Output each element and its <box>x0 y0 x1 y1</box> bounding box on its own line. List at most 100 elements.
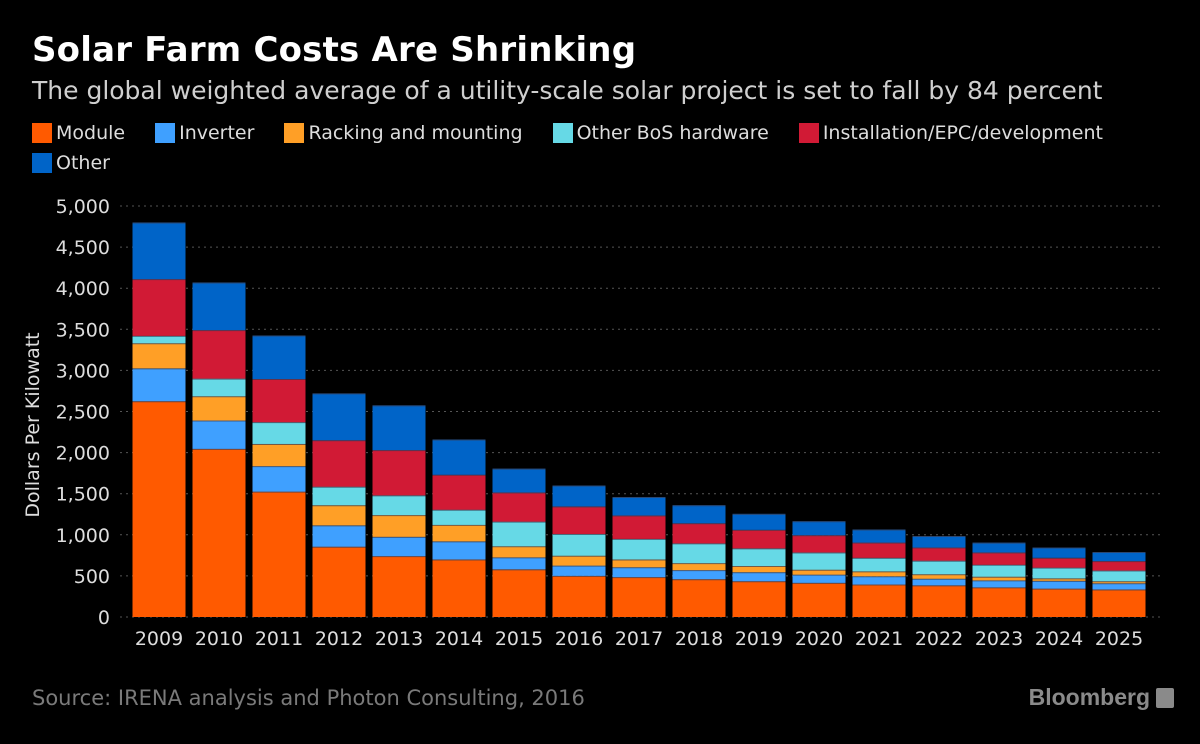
bar-segment-racking-and-mounting-2019 <box>732 566 786 573</box>
legend: Module Inverter Racking and mounting Other … <box>32 122 1172 174</box>
bar-segment-racking-and-mounting-2016 <box>552 555 606 566</box>
y-tick-label: 3,500 <box>56 319 110 341</box>
legend-label: Other BoS hardware <box>576 122 769 144</box>
bar-segment-other-2017 <box>612 496 666 516</box>
y-tick-label: 1,500 <box>56 484 110 506</box>
bar-segment-other-2015 <box>492 468 546 493</box>
bar-segment-inverter-2017 <box>612 567 666 578</box>
legend-item: Racking and mounting <box>284 122 523 144</box>
bar-segment-inverter-2025 <box>1092 583 1146 590</box>
bar-segment-module-2025 <box>1092 589 1146 617</box>
legend-label: Other <box>56 152 110 174</box>
bar-segment-installation-epc-development-2011 <box>252 379 306 423</box>
bar-segment-racking-and-mounting-2013 <box>372 515 426 537</box>
chart-subtitle: The global weighted average of a utility… <box>32 76 1103 105</box>
bar-segment-inverter-2018 <box>672 570 726 580</box>
bar-segment-module-2020 <box>792 582 846 617</box>
x-tick-label: 2023 <box>975 628 1023 650</box>
legend-swatch <box>32 123 52 143</box>
bar-segment-other-bos-hardware-2025 <box>1092 570 1146 582</box>
bar-segment-other-bos-hardware-2010 <box>192 378 246 397</box>
bar-segment-module-2019 <box>732 581 786 617</box>
bar-segment-installation-epc-development-2024 <box>1032 557 1086 568</box>
bar-segment-inverter-2015 <box>492 557 546 570</box>
x-tick-label: 2018 <box>675 628 723 650</box>
x-tick-label: 2019 <box>735 628 783 650</box>
legend-swatch <box>552 123 573 143</box>
bar-segment-other-bos-hardware-2014 <box>432 509 486 525</box>
bar-segment-module-2017 <box>612 577 666 617</box>
y-tick-label: 4,000 <box>56 278 110 300</box>
legend-item: Other <box>32 152 110 174</box>
y-tick-label: 2,500 <box>56 402 110 424</box>
bar-segment-racking-and-mounting-2017 <box>612 559 666 568</box>
bar-segment-other-bos-hardware-2019 <box>732 548 786 567</box>
bar-segment-other-bos-hardware-2015 <box>492 521 546 547</box>
bar-segment-module-2015 <box>492 569 546 617</box>
bar-segment-other-bos-hardware-2009 <box>132 335 186 344</box>
bar-segment-inverter-2014 <box>432 541 486 560</box>
x-tick-label: 2009 <box>135 628 183 650</box>
bar-segment-other-2018 <box>672 505 726 524</box>
bar-segment-other-2024 <box>1032 547 1086 558</box>
bar-segment-other-2011 <box>252 335 306 380</box>
bar-segment-module-2014 <box>432 559 486 617</box>
bar-segment-other-bos-hardware-2011 <box>252 422 306 444</box>
bar-segment-other-2023 <box>972 542 1026 553</box>
bar-segment-racking-and-mounting-2024 <box>1032 578 1086 581</box>
x-tick-label: 2017 <box>615 628 663 650</box>
bar-segment-other-2025 <box>1092 552 1146 562</box>
bar-segment-installation-epc-development-2017 <box>612 515 666 539</box>
x-tick-label: 2024 <box>1035 628 1083 650</box>
legend-label: Module <box>56 122 126 144</box>
bar-segment-racking-and-mounting-2021 <box>852 571 906 577</box>
bar-segment-racking-and-mounting-2015 <box>492 546 546 558</box>
legend-swatch <box>155 123 176 143</box>
bar-segment-installation-epc-development-2012 <box>312 440 366 487</box>
bar-segment-inverter-2009 <box>132 368 186 402</box>
y-tick-label: 0 <box>98 607 110 629</box>
bar-segment-inverter-2022 <box>912 578 966 586</box>
y-tick-label: 2,000 <box>56 443 110 465</box>
bar-segment-installation-epc-development-2014 <box>432 474 486 510</box>
bar-segment-installation-epc-development-2022 <box>912 547 966 561</box>
x-tick-label: 2020 <box>795 628 843 650</box>
legend-item: Other BoS hardware <box>552 122 769 144</box>
bar-segment-racking-and-mounting-2018 <box>672 563 726 571</box>
bar-segment-installation-epc-development-2025 <box>1092 561 1146 571</box>
x-tick-label: 2010 <box>195 628 243 650</box>
bar-segment-installation-epc-development-2010 <box>192 330 246 379</box>
bar-segment-installation-epc-development-2013 <box>372 450 426 496</box>
bar-segment-installation-epc-development-2016 <box>552 506 606 534</box>
x-tick-label: 2015 <box>495 628 543 650</box>
x-tick-label: 2012 <box>315 628 363 650</box>
bar-segment-inverter-2010 <box>192 420 246 449</box>
bar-segment-racking-and-mounting-2025 <box>1092 581 1146 584</box>
bar-segment-other-bos-hardware-2017 <box>612 538 666 560</box>
bar-segment-module-2009 <box>132 401 186 617</box>
y-tick-label: 4,500 <box>56 237 110 259</box>
bar-segment-inverter-2011 <box>252 466 306 492</box>
bar-segment-other-2022 <box>912 536 966 548</box>
legend-item: Installation/EPC/development <box>798 122 1103 144</box>
bar-segment-installation-epc-development-2023 <box>972 552 1026 565</box>
bar-segment-other-bos-hardware-2024 <box>1032 567 1086 579</box>
bar-segment-other-bos-hardware-2023 <box>972 564 1026 577</box>
bar-segment-installation-epc-development-2018 <box>672 523 726 544</box>
y-tick-label: 500 <box>74 566 110 588</box>
legend-swatch <box>32 153 52 173</box>
bar-segment-module-2023 <box>972 587 1026 617</box>
bar-segment-other-2014 <box>432 439 486 475</box>
y-tick-label: 1,000 <box>56 525 110 547</box>
bar-segment-racking-and-mounting-2023 <box>972 576 1026 581</box>
y-tick-label: 3,000 <box>56 360 110 382</box>
bar-segment-racking-and-mounting-2009 <box>132 343 186 369</box>
bar-segment-module-2011 <box>252 491 306 617</box>
legend-item: Module <box>32 122 125 144</box>
bar-segment-racking-and-mounting-2014 <box>432 524 486 542</box>
chart-title: Solar Farm Costs Are Shrinking <box>32 30 637 70</box>
bar-segment-other-2016 <box>552 485 606 507</box>
bar-segment-inverter-2023 <box>972 580 1026 588</box>
bar-segment-other-2009 <box>132 222 186 280</box>
